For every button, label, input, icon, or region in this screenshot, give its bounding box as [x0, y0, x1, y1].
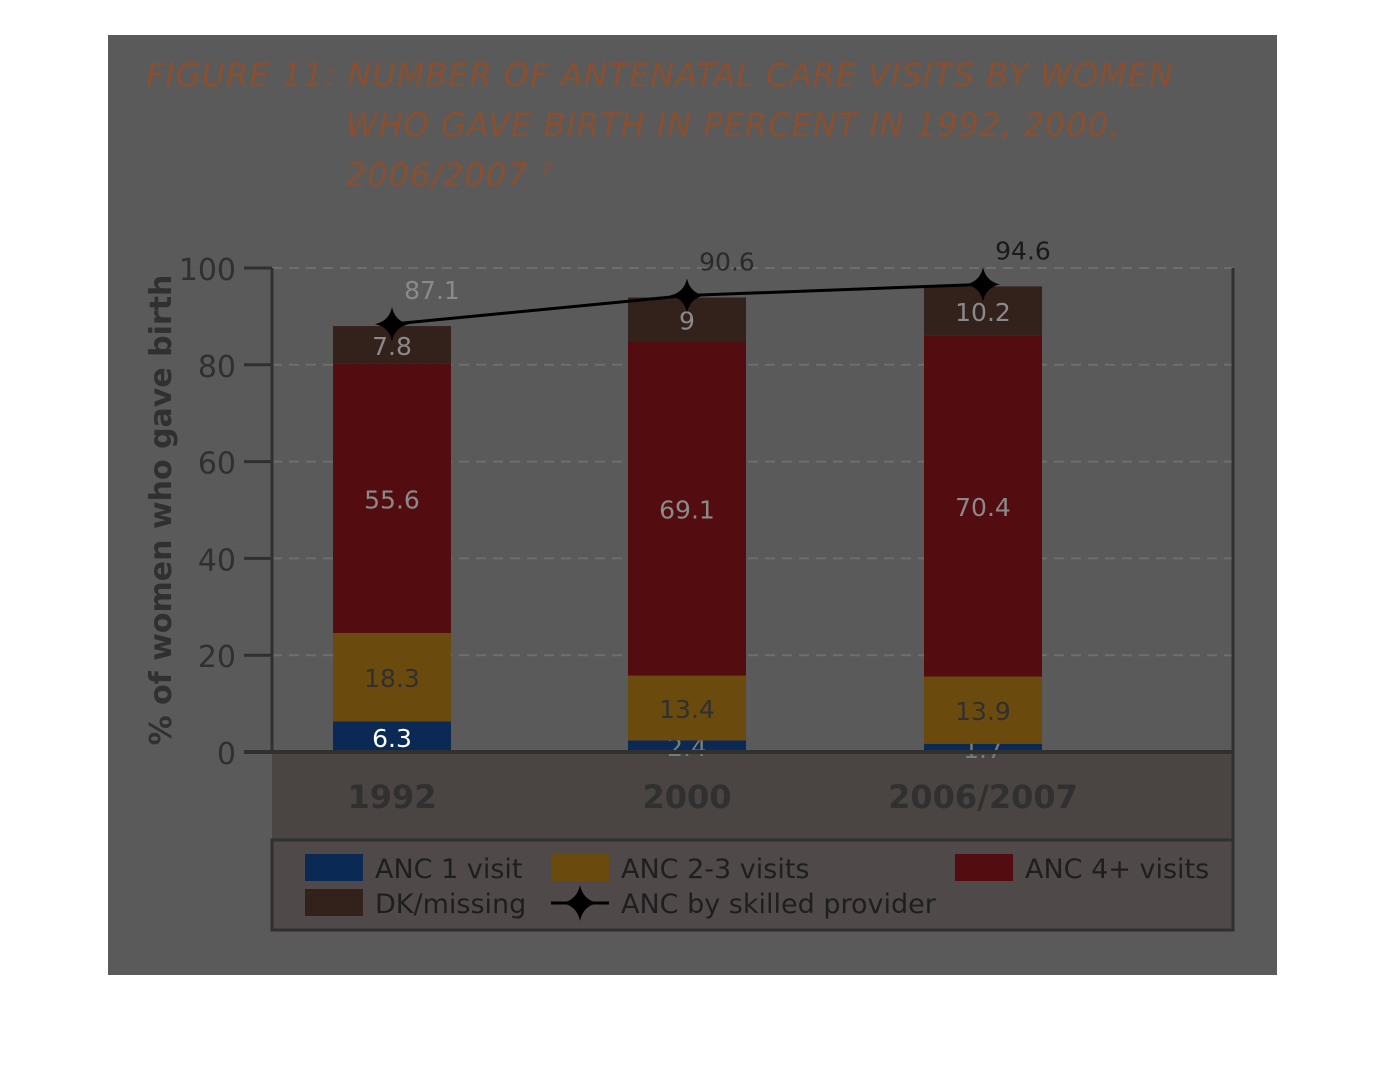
legend-box [270, 838, 1235, 932]
data-label: 6.3 [372, 724, 412, 753]
bar-anc-1-visit-2006-2007 [924, 743, 1042, 752]
bar-anc-4-visits-2006-2007 [924, 335, 1042, 677]
y-tick-label-20: 20 [198, 640, 236, 675]
y-tick-label-100: 100 [179, 253, 236, 288]
bar-anc-4-visits-2000 [628, 341, 746, 676]
data-label: 55.6 [364, 485, 420, 514]
line-data-label: 94.6 [995, 236, 1051, 265]
y-tick-label-0: 0 [217, 737, 236, 772]
data-label: 10.2 [955, 298, 1011, 327]
y-axis-title: % of women who gave birth [144, 275, 179, 746]
bar-anc-1-visit-1992 [333, 721, 451, 752]
legend-label: ANC 2-3 visits [621, 854, 810, 885]
legend-swatch [955, 854, 1013, 881]
legend-label: ANC 1 visit [375, 854, 523, 885]
legend-label: ANC 4+ visits [1025, 854, 1209, 885]
chart-title: FIGURE 11: NUMBER OF ANTENATAL CARE VISI… [146, 50, 1246, 200]
skilled-provider-marker [670, 278, 704, 313]
legend-swatch [305, 854, 363, 881]
data-label: 13.9 [955, 697, 1011, 726]
data-label: 13.4 [659, 695, 715, 724]
bar-anc-2-3-visits-2000 [628, 675, 746, 741]
line-data-label: 90.6 [699, 248, 755, 277]
legend-label: ANC by skilled provider [621, 889, 937, 920]
data-label: 70.4 [955, 493, 1011, 522]
legend-swatch [305, 889, 363, 916]
x-tick-label-1992: 1992 [347, 778, 436, 816]
skilled-provider-marker [375, 307, 409, 342]
title-line-3: 2006/2007 ⁷ [346, 156, 554, 194]
data-label: 18.3 [364, 664, 420, 693]
data-label: 69.1 [659, 495, 715, 524]
skilled-provider-marker [966, 267, 1000, 302]
bar-anc-1-visit-2000 [628, 740, 746, 752]
x-tick-label-2006-2007: 2006/2007 [888, 778, 1078, 816]
category-band [272, 752, 1233, 840]
y-tick-label-60: 60 [198, 447, 236, 482]
bar-anc-2-3-visits-1992 [333, 632, 451, 722]
legend-swatch [551, 854, 609, 881]
x-tick-label-2000: 2000 [642, 778, 731, 816]
line-data-label: 87.1 [404, 276, 460, 305]
bar-anc-2-3-visits-2006-2007 [924, 676, 1042, 744]
title-line-2: WHO GAVE BIRTH IN PERCENT IN 1992, 2000, [346, 106, 1121, 144]
title-line-1: FIGURE 11: NUMBER OF ANTENATAL CARE VISI… [146, 56, 1174, 94]
y-tick-label-40: 40 [198, 543, 236, 578]
legend-label: DK/missing [375, 889, 526, 920]
y-tick-label-80: 80 [198, 350, 236, 385]
legend-line-marker [562, 885, 598, 921]
data-label: 9 [679, 306, 695, 335]
bar-anc-4-visits-1992 [333, 363, 451, 633]
